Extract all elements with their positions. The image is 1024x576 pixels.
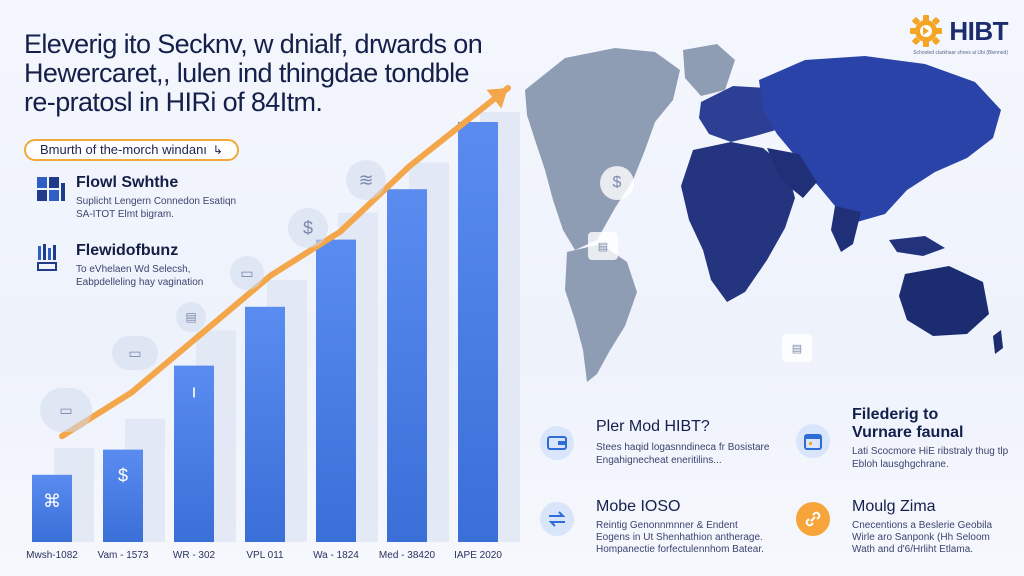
chart-bar-labels: ⌘ $ ı <box>43 382 197 511</box>
chart-x-label: IAPE 2020 <box>454 550 502 561</box>
chart-x-label: VPL 011 <box>246 550 284 561</box>
map-greenland <box>683 44 735 96</box>
chart-trend-arrowhead <box>486 88 508 109</box>
side-item-line: Suplicht Lengern Connedon Esatiqn <box>76 196 237 207</box>
feature-card-3: Mobe IOSO Reintig Genonnmnner & Endent E… <box>540 498 764 562</box>
map-africa <box>681 142 795 302</box>
headline-line-2: Hewercaret,, lulen ind thingdae tondble <box>24 58 470 88</box>
side-item-title: Flewidofbunz <box>76 242 179 259</box>
card-title: Pler Mod HIBT? <box>596 418 710 435</box>
map-doc-icon: ▤ <box>782 334 812 362</box>
chart-x-label: Wa - 1824 <box>313 550 359 561</box>
calendar-icon <box>796 424 830 458</box>
chart-bar <box>458 122 498 542</box>
chart-bar-label: ı <box>191 382 196 402</box>
chart-bar <box>103 449 143 542</box>
map-new-zealand <box>993 330 1003 354</box>
dollar-icon: $ <box>288 208 328 248</box>
feature-card-4: Moulg Zima Cnecentions a Beslerie Geobil… <box>796 498 1016 562</box>
pill-arrow-icon: ↳ <box>212 143 223 157</box>
feature-pill[interactable]: Bmurth of the-morch windanı ↳ <box>24 139 239 161</box>
bar-grid-icon <box>36 174 66 204</box>
card-title: Filederig to Vurnare faunal <box>852 406 964 441</box>
chart-x-label: Mwsh-1082 <box>26 550 78 561</box>
receipt-icon: ▤ <box>176 302 206 332</box>
headline-line-1: Eleverig ito Secknv, w dnialf, drwards o… <box>24 29 483 59</box>
bill-icon: ▭ <box>112 336 158 370</box>
swap-icon <box>540 502 574 536</box>
map-card-icon: ▤ <box>588 232 618 260</box>
side-item-1: Flowl Swhthe Suplicht Lengern Connedon E… <box>36 174 276 220</box>
side-item-line: To eVhelaen Wd Selecsh, <box>76 264 191 275</box>
feature-card-1: Pler Mod HIBT? Stees haqid logasnndineca… <box>540 418 769 482</box>
chart-bar-label: $ <box>118 466 128 486</box>
chart-x-labels: Mwsh-1082 Vam - 1573 WR - 302 VPL 011 Wa - 1… <box>26 550 502 561</box>
card-line: Hompanectie forfectulennhom Batear. <box>596 544 764 555</box>
chart-bar <box>174 365 214 542</box>
brand-logo: HIBT <box>909 14 1008 48</box>
map-asia <box>759 56 1001 222</box>
card-line: Cnecentions a Beslerie Geobila <box>852 520 993 531</box>
card-icon: ▭ <box>230 256 264 290</box>
chart-bar <box>32 474 72 542</box>
side-item-title: Flowl Swhthe <box>76 174 179 191</box>
card-line: Reintig Genonnmnner & Endent <box>596 520 738 531</box>
map-australia <box>899 266 989 336</box>
card-line: Engahignecheat eneritilins... <box>596 455 722 466</box>
chart-trend-line <box>59 85 511 440</box>
world-map <box>525 44 1003 382</box>
chart-x-label: Vam - 1573 <box>98 550 149 561</box>
card-line: Wirle aro Sanponk (Hh Seloom <box>852 532 990 543</box>
brand-tagline: Schooled clarkhaar shnes ai Ubi (Blenned… <box>913 50 1008 56</box>
card-line: Eogens in Ut Shenhathion antherage. <box>596 532 763 543</box>
feature-card-2: Filederig to Vurnare faunal Lati Scocmor… <box>796 406 1016 470</box>
map-north-america <box>525 48 680 250</box>
chart-trend <box>59 85 511 440</box>
side-item-line: Eabpdelleling hay vagination <box>76 277 204 288</box>
chart-bar <box>387 189 427 542</box>
wallet-outline-icon: ▭ <box>40 388 92 432</box>
pill-label: Bmurth of the-morch windanı <box>40 142 207 157</box>
chart-x-label: Med - 38420 <box>379 550 436 561</box>
chart-bar <box>316 239 356 542</box>
card-line: Ebloh lausghgchrane. <box>852 459 949 470</box>
card-title: Moulg Zima <box>852 498 936 515</box>
headline: Eleverig ito Secknv, w dnialf, drwards o… <box>24 30 514 117</box>
side-item-line: SA-ITOT Elmt bigram. <box>76 209 174 220</box>
gear-logo-icon <box>909 14 943 48</box>
brand-name: HIBT <box>949 15 1008 46</box>
map-dollar-icon: $ <box>600 166 634 200</box>
chart-bar-label: ⌘ <box>43 491 61 511</box>
card-line: Lati Scocmore HiE ribstraly thug tlp <box>852 446 1009 457</box>
map-south-america <box>565 244 637 382</box>
card-line: Wath and d'6/Hrliht Etlama. <box>852 544 974 555</box>
headline-line-3: re-pratosl in HIRi of 84Itm. <box>24 87 323 117</box>
map-india <box>831 206 861 252</box>
card-line: Stees haqid logasnndineca fr Bosistare <box>596 442 770 453</box>
chart-grid-icon <box>36 242 66 272</box>
link-icon <box>796 502 830 536</box>
wallet-icon <box>540 426 574 460</box>
map-middle-east <box>767 148 817 198</box>
chart-bar <box>245 306 285 542</box>
card-title: Mobe IOSO <box>596 498 681 515</box>
side-item-2: Flewidofbunz To eVhelaen Wd Selecsh, Eab… <box>36 242 276 292</box>
chart-x-label: WR - 302 <box>173 550 216 561</box>
coin-stack-icon: ≋ <box>346 160 386 200</box>
chart-bars <box>32 122 498 542</box>
map-indonesia <box>889 236 945 256</box>
